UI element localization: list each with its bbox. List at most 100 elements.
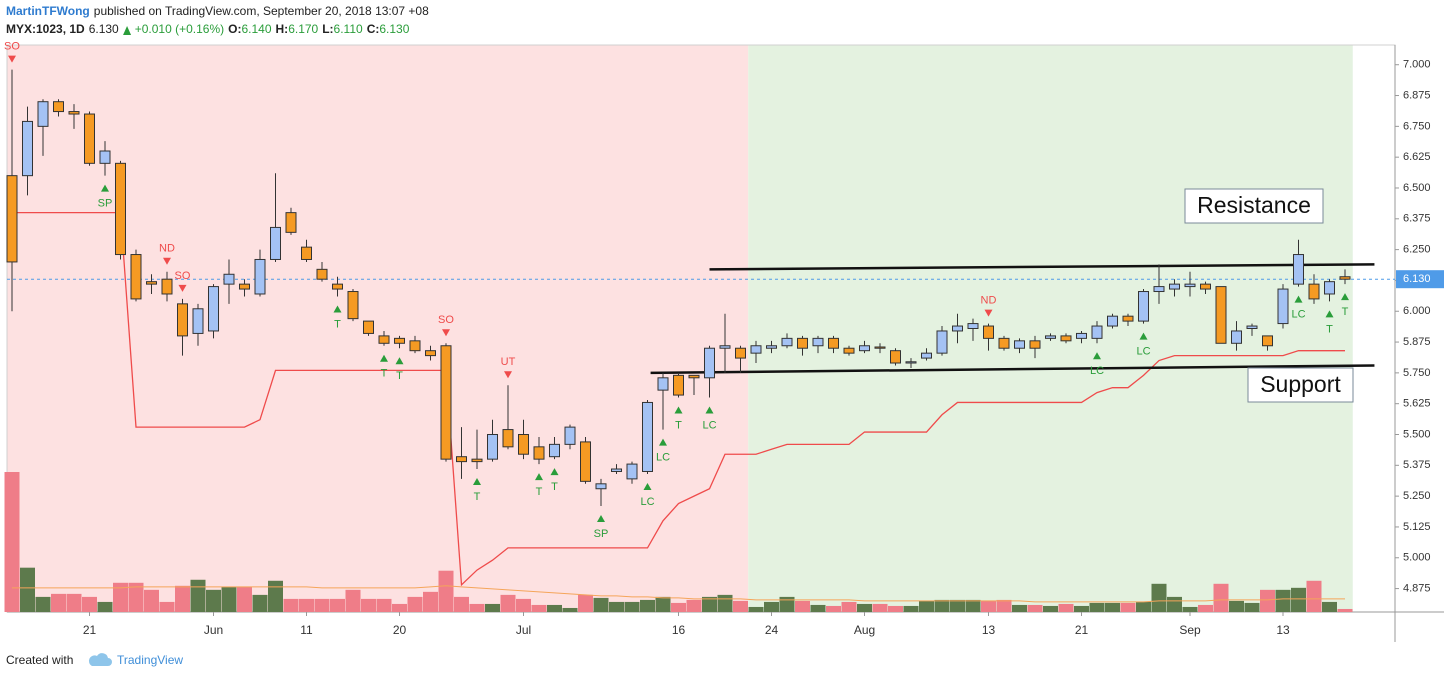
annotation-marker — [178, 284, 187, 292]
candle-body — [394, 337, 405, 344]
candle-body — [1029, 340, 1041, 349]
ohlc-key: O: — [228, 22, 241, 36]
ohlc-value: 6.110 — [334, 22, 363, 36]
annotation: LC — [702, 419, 716, 431]
trendline-label: Support — [1260, 371, 1341, 397]
candle-body — [239, 283, 250, 290]
candle-body — [1045, 335, 1056, 339]
y-tick-label: 6.000 — [1403, 305, 1431, 317]
annotation-marker — [1325, 310, 1334, 318]
volume-bar — [717, 594, 733, 612]
volume-bar — [268, 580, 283, 612]
volume-bar — [407, 596, 423, 612]
volume-bar — [345, 589, 361, 612]
volume-bar — [82, 596, 97, 612]
candle-body — [37, 101, 49, 127]
candle-body — [177, 303, 188, 337]
candle-body — [425, 350, 436, 357]
footer-brand[interactable]: TradingView — [117, 653, 183, 667]
annotation-marker — [8, 55, 16, 63]
candle-body — [332, 283, 343, 290]
volume-bar — [1198, 604, 1213, 612]
y-tick-label: 5.375 — [1403, 459, 1431, 471]
volume-bar — [330, 598, 345, 612]
volume-bar — [113, 582, 128, 612]
volume-bar — [1260, 589, 1275, 612]
annotation: LC — [640, 496, 654, 508]
change-arrow — [123, 26, 132, 35]
candle-body — [192, 308, 204, 334]
candle-body — [812, 337, 824, 347]
volume-bar — [423, 591, 438, 612]
annotation: SO — [438, 314, 454, 326]
x-tick-label: 21 — [83, 623, 97, 637]
annotation-marker — [597, 514, 605, 522]
annotation: ND — [159, 243, 175, 255]
volume-bar — [1213, 583, 1229, 612]
volume-bar — [1120, 602, 1136, 612]
volume-bar — [950, 599, 965, 612]
volume-bar — [795, 600, 810, 612]
candle-body — [781, 337, 793, 347]
y-tick-label: 5.000 — [1403, 552, 1431, 564]
ohlc-value: 6.130 — [379, 22, 409, 36]
volume-bar — [66, 593, 82, 612]
volume-bar — [314, 598, 330, 612]
candle-body — [1200, 283, 1211, 290]
volume-bar — [1027, 604, 1043, 612]
candle-body — [68, 111, 80, 115]
volume-bar — [1012, 604, 1027, 612]
candle-body — [115, 162, 126, 256]
candle-body — [285, 212, 297, 233]
annotation: T — [1342, 306, 1349, 318]
annotation: LC — [1136, 345, 1150, 357]
volume-bar — [996, 599, 1012, 612]
annotation: UT — [501, 356, 516, 368]
candle-body — [146, 281, 157, 285]
x-tick-label: 13 — [1276, 623, 1290, 637]
volume-bar — [547, 604, 562, 612]
volume-bar — [841, 601, 857, 612]
volume-bar — [1322, 601, 1337, 612]
plot: 7.0006.8756.7506.6256.5006.3756.2506.125… — [4, 41, 1444, 642]
candle-body — [580, 441, 591, 482]
volume-bar — [702, 596, 717, 612]
y-tick-label: 6.625 — [1403, 151, 1431, 163]
x-tick-label: Jul — [516, 623, 531, 637]
candle-body — [921, 352, 932, 359]
y-tick-label: 6.875 — [1403, 89, 1431, 101]
volume-bar — [888, 605, 903, 612]
annotation-marker — [504, 371, 512, 379]
volume-bar — [237, 586, 252, 612]
candle-body — [502, 429, 514, 448]
candle-body — [1324, 281, 1335, 295]
candle-body — [363, 320, 374, 334]
candle-body — [1277, 288, 1289, 325]
volume-bar — [128, 582, 144, 612]
volume-bar — [252, 594, 268, 612]
candle-body — [208, 286, 219, 332]
volume-bar — [35, 596, 51, 612]
candle-body — [270, 226, 281, 260]
y-tick-label: 6.500 — [1403, 182, 1431, 194]
candle-body — [719, 345, 731, 349]
author[interactable]: MartinTFWong — [6, 4, 90, 18]
x-tick-label: 20 — [393, 623, 407, 637]
ohlc-value: 6.170 — [288, 22, 318, 36]
candle-body — [1184, 283, 1196, 288]
annotation: LC — [656, 451, 670, 463]
annotation: T — [1326, 323, 1333, 335]
annotation-marker — [101, 184, 109, 192]
annotation: T — [474, 491, 481, 503]
volume-bar — [500, 594, 516, 612]
volume-bar — [1089, 602, 1105, 612]
candle-body — [301, 246, 312, 260]
volume-bar — [392, 603, 407, 612]
annotation: T — [381, 368, 388, 380]
volume-bar — [919, 600, 934, 612]
volume-bar — [1182, 606, 1198, 612]
volume-bar — [1105, 602, 1120, 612]
logo[interactable] — [88, 653, 112, 666]
annotation-marker — [1139, 332, 1148, 340]
candle-body — [130, 254, 142, 300]
